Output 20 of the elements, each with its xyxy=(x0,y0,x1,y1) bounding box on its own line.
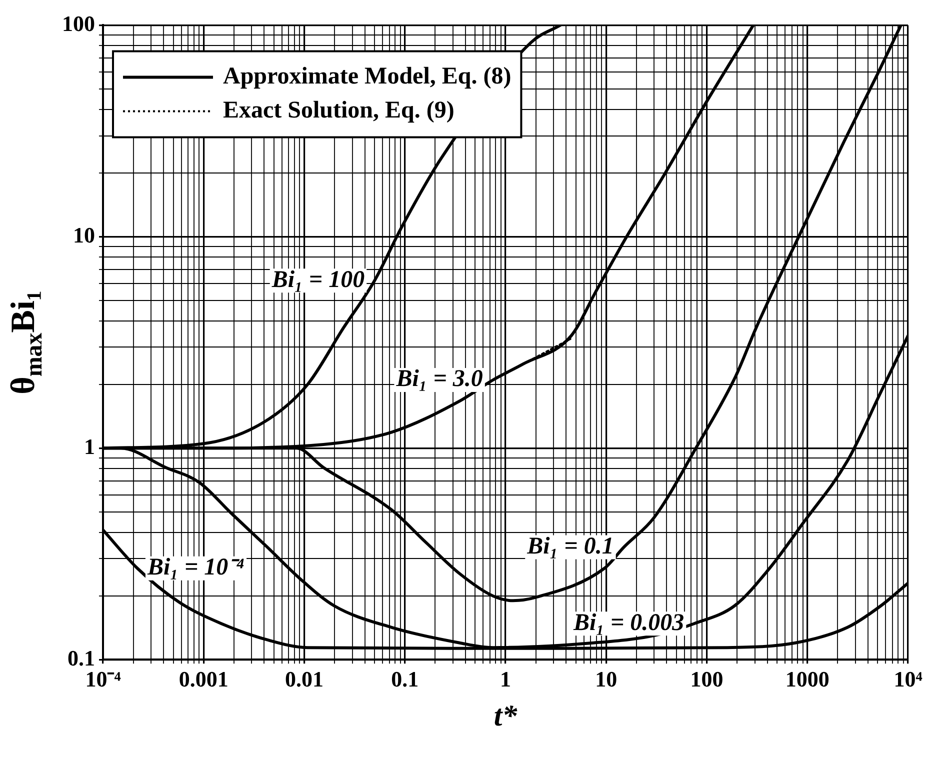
y-tick-label: 1 xyxy=(84,434,95,459)
x-tick-label: 10⁴ xyxy=(894,666,923,692)
x-tick-label: 1000 xyxy=(785,666,830,692)
x-axis-title: t* xyxy=(494,699,518,732)
annotation: Bi₁ = 3.0 xyxy=(395,366,483,392)
y-tick-label: 10 xyxy=(73,222,95,248)
legend-label: Exact Solution, Eq. (9) xyxy=(223,97,454,124)
x-tick-label: 100 xyxy=(690,666,724,692)
annotation: Bi₁ = 10⁻⁴ xyxy=(146,554,245,581)
y-axis-title: θmaxBi₁ xyxy=(4,290,48,394)
x-tick-label: 0.1 xyxy=(391,666,419,692)
annotation: Bi₁ = 100 xyxy=(270,266,365,293)
legend-label: Approximate Model, Eq. (8) xyxy=(223,63,512,90)
annotation: Bi₁ = 0.1 xyxy=(526,533,614,560)
x-tick-label: 0.01 xyxy=(285,666,324,692)
x-tick-label: 1 xyxy=(500,666,511,692)
annotation: Bi₁ = 0.003 xyxy=(572,610,684,636)
y-tick-label: 100 xyxy=(62,10,95,36)
x-tick-label: 10 xyxy=(595,666,618,692)
x-tick-label: 0.001 xyxy=(178,666,228,692)
